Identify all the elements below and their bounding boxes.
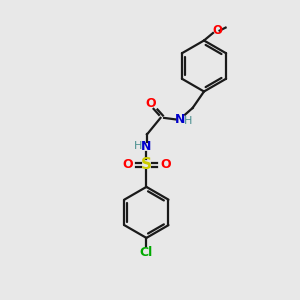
- Text: O: O: [160, 158, 171, 171]
- Text: H: H: [134, 141, 142, 151]
- Text: N: N: [175, 113, 185, 126]
- Text: O: O: [122, 158, 133, 171]
- Text: H: H: [184, 116, 193, 127]
- Text: S: S: [141, 157, 152, 172]
- Text: O: O: [212, 24, 222, 37]
- Text: N: N: [141, 140, 152, 154]
- Text: Cl: Cl: [140, 246, 153, 260]
- Text: O: O: [145, 97, 156, 110]
